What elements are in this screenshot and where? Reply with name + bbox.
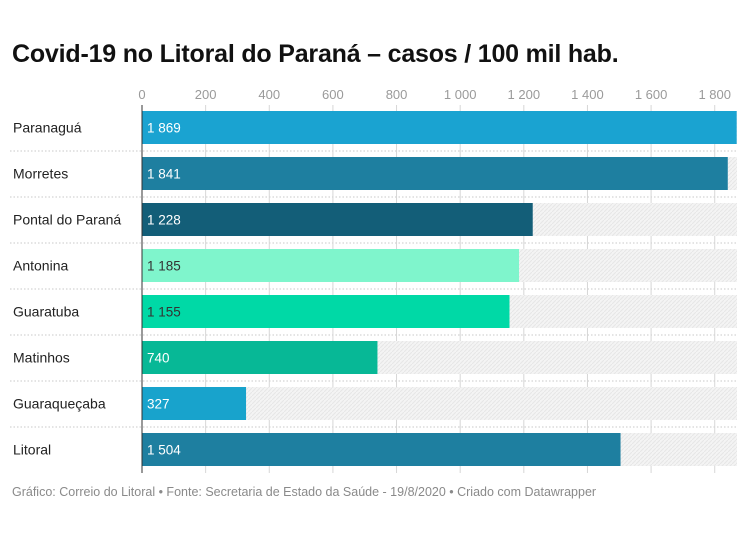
category-label: Morretes — [13, 166, 68, 182]
bar — [142, 295, 510, 328]
bar — [142, 433, 621, 466]
x-tick-label: 1 000 — [444, 87, 477, 102]
category-label: Antonina — [13, 258, 68, 274]
x-tick-label: 1 600 — [635, 87, 668, 102]
bar — [142, 249, 520, 282]
bar — [142, 111, 737, 144]
category-label: Pontal do Paraná — [13, 212, 121, 228]
category-label: Matinhos — [13, 350, 70, 366]
x-tick-label: 400 — [258, 87, 280, 102]
x-tick-label: 600 — [322, 87, 344, 102]
value-label: 1 155 — [147, 305, 181, 320]
x-tick-label: 800 — [386, 87, 408, 102]
value-label: 1 869 — [147, 121, 181, 136]
value-label: 1 841 — [147, 167, 181, 182]
category-label: Paranaguá — [13, 120, 82, 136]
x-tick-label: 200 — [195, 87, 217, 102]
value-label: 1 185 — [147, 259, 181, 274]
value-label: 1 504 — [147, 443, 181, 458]
chart-footer: Gráfico: Correio do Litoral • Fonte: Sec… — [12, 485, 597, 499]
x-tick-label: 1 800 — [698, 87, 731, 102]
category-label: Guaraqueçaba — [13, 396, 106, 412]
x-tick-label: 0 — [138, 87, 145, 102]
value-label: 327 — [147, 397, 170, 412]
value-label: 740 — [147, 351, 170, 366]
bar — [142, 341, 378, 374]
category-label: Guaratuba — [13, 304, 79, 320]
value-label: 1 228 — [147, 213, 181, 228]
bar — [142, 157, 728, 190]
x-tick-label: 1 400 — [571, 87, 604, 102]
x-tick-label: 1 200 — [508, 87, 541, 102]
chart-title: Covid-19 no Litoral do Paraná – casos / … — [12, 40, 619, 68]
bar — [142, 387, 247, 420]
bar — [142, 203, 533, 236]
category-label: Litoral — [13, 442, 51, 458]
